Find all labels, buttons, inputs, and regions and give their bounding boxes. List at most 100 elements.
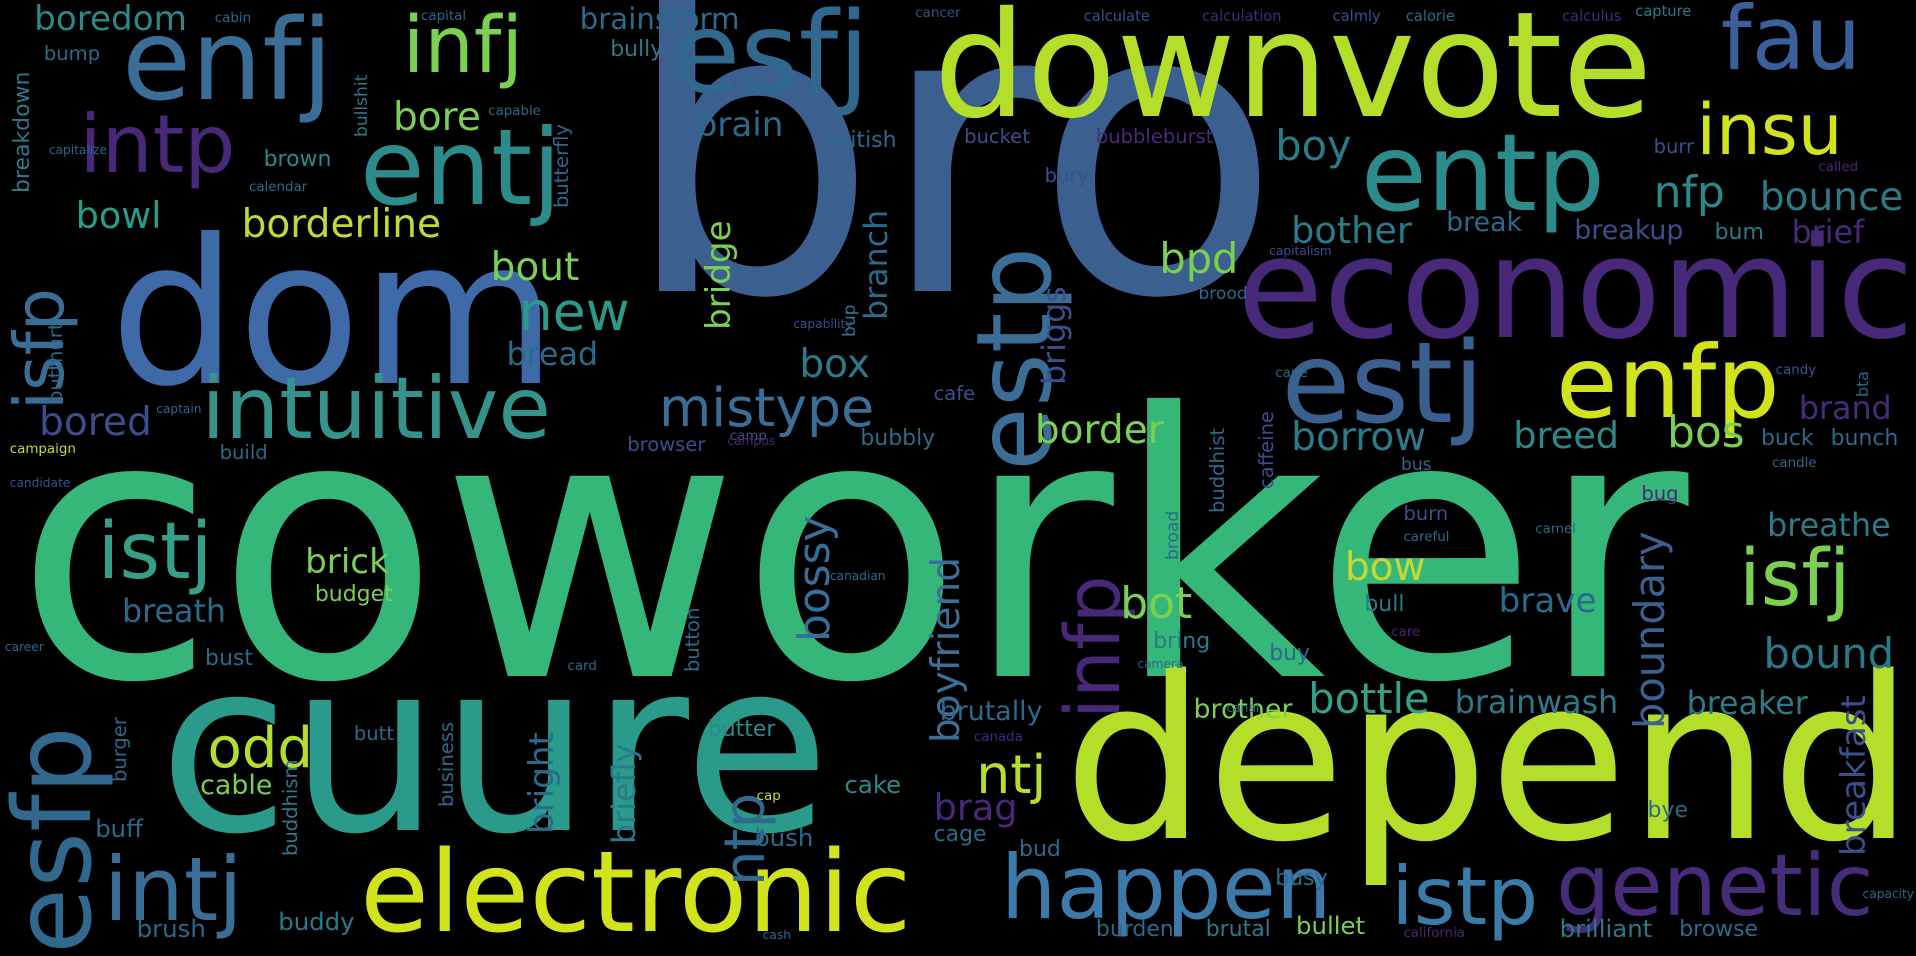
word-briefly: briefly: [607, 743, 644, 844]
word-calorie: calorie: [1405, 7, 1455, 25]
word-capitalism: capitalism: [1269, 243, 1332, 258]
word-brown: brown: [263, 147, 332, 173]
word-bout: bout: [490, 245, 580, 291]
word-candy: candy: [1775, 363, 1817, 379]
word-cage: cage: [933, 821, 987, 847]
word-boundary: boundary: [1625, 530, 1675, 729]
word-breathe: breathe: [1767, 508, 1891, 544]
word-canada: canada: [973, 730, 1023, 746]
word-capture: capture: [1635, 2, 1692, 20]
word-intuitive: intuitive: [201, 359, 551, 459]
word-bow: bow: [1344, 544, 1426, 590]
word-broad: broad: [1163, 510, 1184, 560]
word-browser: browser: [627, 433, 706, 457]
word-bos: bos: [1667, 406, 1745, 458]
word-care: care: [1391, 624, 1421, 640]
word-brutal: brutal: [1205, 917, 1271, 943]
word-california: california: [1403, 925, 1466, 941]
word-bpd: bpd: [1159, 234, 1239, 284]
word-bullshit: bullshit: [351, 74, 372, 137]
word-breed: breed: [1513, 414, 1620, 458]
word-break: break: [1446, 207, 1523, 239]
word-build: build: [219, 440, 268, 464]
word-bug: bug: [1641, 482, 1679, 506]
word-branch: branch: [858, 210, 895, 321]
word-called: called: [1818, 160, 1859, 176]
word-genetic: genetic: [1555, 836, 1874, 936]
word-brutally: brutally: [939, 696, 1043, 728]
word-breaker: breaker: [1686, 686, 1808, 723]
word-butterfly: butterfly: [549, 123, 573, 208]
word-entj: entj: [360, 107, 562, 230]
word-cake: cake: [844, 769, 902, 799]
word-bother: bother: [1291, 208, 1412, 252]
word-buy: buy: [1269, 641, 1311, 667]
word-brainstorm: brainstorm: [579, 1, 740, 36]
word-canal: canal: [1226, 700, 1260, 715]
word-captain: captain: [156, 402, 202, 417]
word-canadian: canadian: [829, 568, 886, 583]
word-cancer: cancer: [915, 6, 961, 22]
word-capital: capital: [421, 8, 467, 24]
word-brain: brain: [695, 104, 784, 145]
word-brilliant: brilliant: [1559, 913, 1653, 943]
word-bunch: bunch: [1830, 425, 1899, 451]
word-burger: burger: [107, 717, 131, 783]
word-capability: capability: [793, 316, 853, 331]
word-brush: brush: [136, 913, 206, 943]
word-infj: infj: [402, 1, 524, 92]
word-box: box: [799, 341, 870, 387]
word-boredom: boredom: [34, 0, 187, 40]
word-dom: dom: [109, 196, 557, 431]
word-calculate: calculate: [1083, 7, 1150, 25]
word-british: british: [827, 127, 897, 153]
word-bowl: bowl: [75, 194, 162, 238]
word-insu: insu: [1696, 88, 1843, 172]
word-bore: bore: [392, 94, 481, 140]
word-buddy: buddy: [278, 906, 355, 936]
word-borderline: borderline: [241, 202, 441, 248]
word-breakup: breakup: [1574, 214, 1684, 246]
word-bucket: bucket: [964, 125, 1030, 149]
word-card: card: [567, 659, 597, 675]
word-isfj: isfj: [1739, 534, 1851, 625]
word-calmly: calmly: [1332, 7, 1381, 25]
word-calculus: calculus: [1562, 7, 1622, 25]
word-cafe: cafe: [933, 381, 976, 405]
word-bored: bored: [39, 400, 152, 446]
word-campaign: campaign: [9, 441, 76, 457]
word-browse: browse: [1679, 917, 1759, 943]
word-calendar: calendar: [248, 179, 308, 195]
word-burden: burden: [1095, 917, 1174, 943]
word-fau: fau: [1720, 0, 1862, 91]
word-butt: butt: [353, 721, 394, 745]
word-capable: capable: [488, 104, 541, 120]
word-bta: bta: [1852, 371, 1872, 398]
word-bullet: bullet: [1296, 911, 1366, 941]
word-istj: istj: [97, 507, 213, 598]
word-bury: bury: [1044, 164, 1089, 188]
word-enfp: enfp: [1555, 323, 1780, 441]
word-camera: camera: [1137, 656, 1184, 671]
word-campus: campus: [727, 434, 776, 449]
word-odd: odd: [207, 716, 314, 782]
word-mistype: mistype: [659, 376, 875, 440]
word-butthurt: butthurt: [44, 322, 68, 404]
word-business: business: [434, 721, 458, 807]
word-cuure: cuure: [158, 609, 831, 887]
word-esfp: esfp: [0, 726, 116, 954]
word-cap: cap: [756, 788, 781, 804]
word-bottle: bottle: [1308, 674, 1430, 724]
word-borrow: borrow: [1291, 415, 1427, 461]
word-bubbly: bubbly: [860, 425, 936, 451]
word-bud: bud: [1019, 836, 1061, 862]
word-bring: bring: [1153, 628, 1211, 654]
word-cane: cane: [1275, 365, 1308, 381]
word-calculation: calculation: [1202, 7, 1282, 25]
word-caffeine: caffeine: [1254, 411, 1278, 489]
word-brood: brood: [1198, 284, 1248, 305]
word-cable: cable: [200, 769, 273, 801]
word-happen: happen: [1000, 835, 1332, 939]
word-capacity: capacity: [1862, 886, 1914, 901]
word-buddhism: buddhism: [278, 759, 302, 856]
